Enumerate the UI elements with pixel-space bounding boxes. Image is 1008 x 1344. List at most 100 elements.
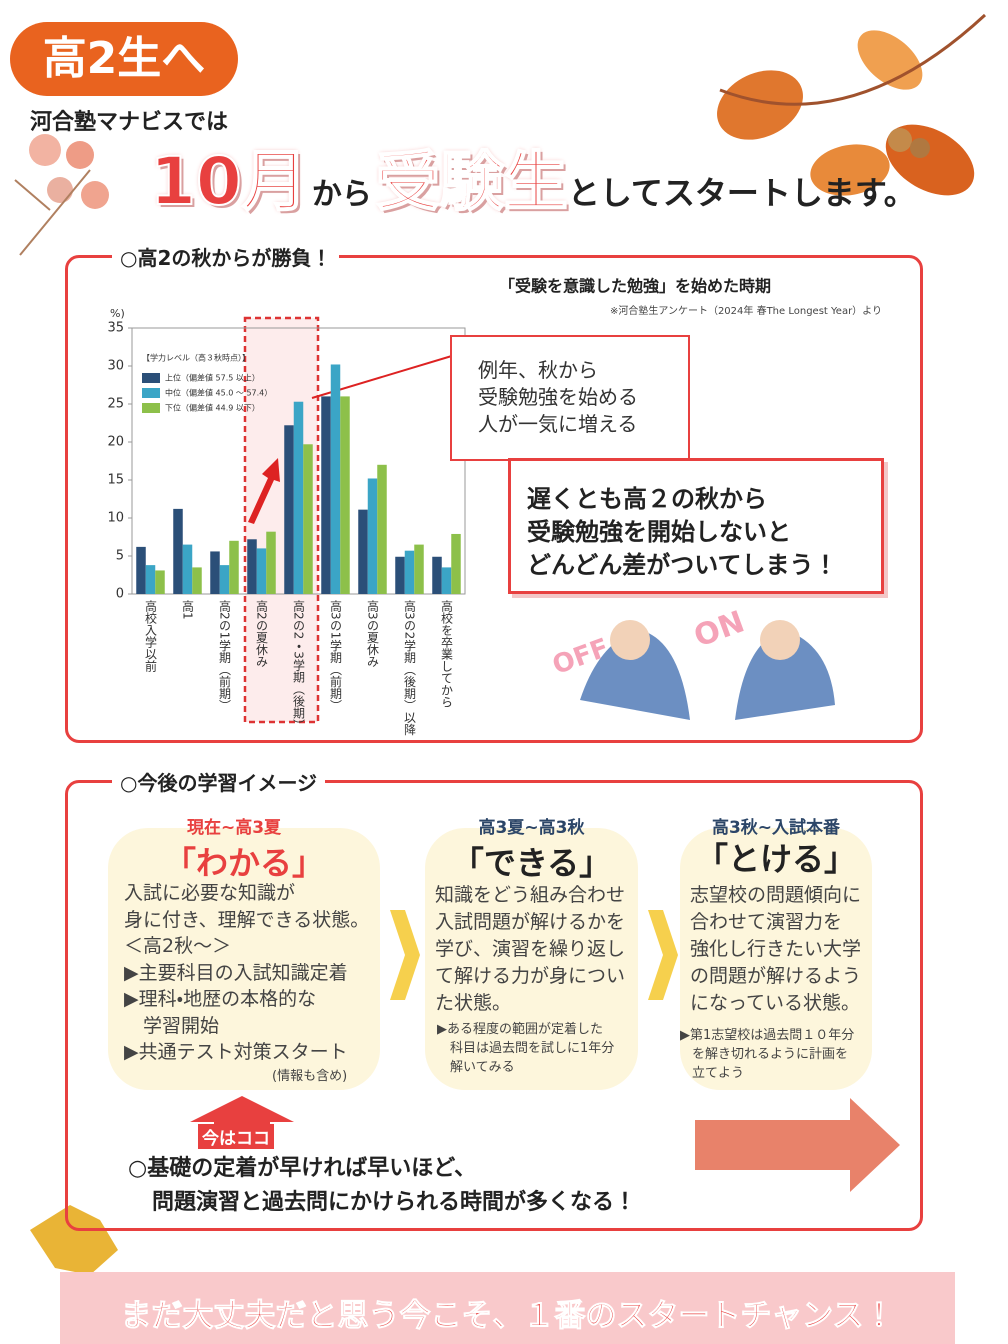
chart: 「受験を意識した勉強」を始めた時期 ※河合塾生アンケート（2024年 春The … bbox=[107, 277, 882, 736]
y-tick-label: 25 bbox=[107, 397, 124, 412]
message-line: 受験勉強を開始しないと bbox=[527, 518, 791, 546]
bar bbox=[247, 539, 257, 594]
bar bbox=[266, 531, 276, 594]
stage-label: 現在~高3夏 bbox=[186, 818, 282, 838]
bar bbox=[414, 544, 424, 594]
body-line: ▶理科・地歴の本格的な bbox=[124, 988, 317, 1010]
stage-note: (情報も含め) bbox=[272, 1069, 348, 1084]
bar bbox=[284, 425, 294, 594]
trend-arrow bbox=[248, 458, 280, 524]
stage-card bbox=[108, 828, 380, 1090]
bar bbox=[404, 550, 415, 594]
bar bbox=[377, 464, 387, 594]
legend-label: 中位（偏差値 45.0 〜 57.4） bbox=[165, 388, 272, 398]
section-frame bbox=[65, 780, 923, 1231]
body-line: 学び、演習を繰り返し bbox=[435, 938, 626, 960]
body-line: 入試問題が解けるかを bbox=[435, 911, 626, 933]
bar bbox=[293, 401, 304, 594]
conclusion-line: ○基礎の定着が早ければ早いほど、 bbox=[128, 1156, 477, 1181]
bar bbox=[358, 509, 368, 594]
message-line: どんどん差がついてしまう！ bbox=[527, 551, 838, 579]
note-line: 科目は過去問を試しに1年分 bbox=[437, 1041, 615, 1056]
body-line: て解ける力が身につい bbox=[435, 965, 626, 987]
chart-source: ※河合塾生アンケート（2024年 春The Longest Year）より bbox=[610, 304, 882, 317]
body-line: 学習開始 bbox=[124, 1014, 220, 1037]
body-line: ＜高2秋～＞ bbox=[124, 935, 232, 957]
note-line: ▶第1志望校は過去問１０年分 bbox=[680, 1028, 855, 1043]
x-tick-label: 高3の1学期（前期） bbox=[329, 600, 343, 712]
bar bbox=[451, 533, 461, 594]
footer-banner: まだ大丈夫だと思う今こそ、１番のスタートチャンス！ bbox=[120, 1298, 895, 1335]
bar bbox=[182, 544, 193, 594]
x-tick-label: 高3の夏休み bbox=[366, 600, 380, 668]
headline-text: としてスタートします。 bbox=[567, 174, 916, 212]
callout-line: 人が一気に増える bbox=[478, 412, 638, 436]
y-unit: %) bbox=[110, 307, 125, 320]
y-tick-label: 15 bbox=[107, 473, 124, 488]
message-box: 遅くとも高２の秋から 受験勉強を開始しないと どんどん差がついてしまう！ bbox=[508, 458, 884, 594]
y-tick-label: 5 bbox=[116, 549, 124, 564]
stage-body: 知識をどう組み合わせ 入試問題が解けるかを 学び、演習を繰り返し て解ける力が身… bbox=[435, 882, 625, 1017]
headline-text: から bbox=[311, 177, 372, 212]
stage-title: 「とける」 bbox=[695, 840, 856, 878]
y-tick-label: 30 bbox=[107, 359, 124, 374]
bar bbox=[340, 396, 350, 594]
banner-bg bbox=[60, 1272, 955, 1344]
y-tick-label: 10 bbox=[107, 511, 124, 526]
body-line: 入試に必要な知識が bbox=[124, 882, 296, 904]
body-line: 志望校の問題傾向に bbox=[690, 884, 862, 906]
body-line: 身に付き、理解できる状態。 bbox=[124, 908, 370, 931]
leaves bbox=[14, 13, 987, 1275]
y-tick-label: 0 bbox=[116, 587, 124, 602]
section-heading: ○高2の秋からが勝負！ bbox=[112, 242, 340, 271]
bar bbox=[229, 540, 239, 594]
bar bbox=[192, 567, 202, 594]
body-line: になっている状態。 bbox=[690, 992, 861, 1014]
y-tick-label: 35 bbox=[107, 321, 124, 336]
legend-label: 上位（偏差値 57.5 以上） bbox=[165, 373, 260, 383]
bar bbox=[303, 444, 313, 594]
bar bbox=[145, 565, 156, 594]
stage-note: ▶第1志望校は過去問１０年分 を解き切れるように計画を 立てよう bbox=[680, 1026, 854, 1083]
y-tick-label: 20 bbox=[107, 435, 124, 450]
stage-title: 「できる」 bbox=[451, 844, 612, 882]
callout-line: 受験勉強を始める bbox=[478, 385, 638, 409]
note-line: を解き切れるように計画を bbox=[692, 1047, 849, 1062]
legend-label: 下位（偏差値 44.9 以下） bbox=[165, 403, 260, 413]
x-tick-label: 高1 bbox=[181, 600, 195, 620]
callout-box: 例年、秋から 受験勉強を始める 人が一気に増える bbox=[450, 335, 690, 461]
body-line: ▶主要科目の入試知識定着 bbox=[124, 961, 348, 984]
bar bbox=[432, 556, 442, 594]
bar bbox=[321, 396, 331, 594]
headline-month: 10月 bbox=[149, 142, 309, 221]
x-tick-label: 高3の2学期（後期）以降 bbox=[403, 600, 417, 736]
bar bbox=[210, 551, 220, 594]
legend-swatch bbox=[142, 388, 160, 398]
body-line: 合わせて演習力を bbox=[690, 911, 843, 933]
stage-body: 入試に必要な知識が 身に付き、理解できる状態。 ＜高2秋～＞ ▶主要科目の入試知… bbox=[124, 880, 369, 1066]
callout-line: 例年、秋から bbox=[478, 358, 598, 382]
message-text: 遅くとも高２の秋から 受験勉強を開始しないと どんどん差がついてしまう！ bbox=[511, 461, 881, 582]
bar bbox=[256, 548, 267, 594]
bar bbox=[155, 570, 165, 594]
headline: 10月 から 受験生 としてスタートします。 bbox=[149, 128, 916, 224]
bar bbox=[173, 508, 183, 594]
bar bbox=[395, 556, 405, 594]
conclusion-line: 問題演習と過去問にかけられる時間が多くなる！ bbox=[152, 1190, 637, 1215]
x-tick-label: 高2の夏休み bbox=[255, 600, 269, 668]
legend-swatch bbox=[142, 403, 160, 413]
stage-body: 志望校の問題傾向に 合わせて演習力を 強化し行きたい大学 の問題が解けるよう に… bbox=[690, 882, 861, 1017]
lead: 河合塾マナビスでは bbox=[30, 110, 229, 135]
x-tick-label: 高2の1学期（前期） bbox=[218, 600, 232, 712]
body-line: ▶共通テスト対策スタート bbox=[124, 1041, 348, 1063]
legend-title: 【学力レベル（高３秋時点）】 bbox=[142, 353, 250, 363]
body-line: 強化し行きたい大学 bbox=[690, 938, 862, 960]
bar bbox=[219, 565, 230, 594]
stage-note: ▶ある程度の範囲が定着した 科目は過去問を試しに1年分 解いてみる bbox=[437, 1020, 614, 1077]
note-line: 立てよう bbox=[692, 1066, 745, 1081]
running-arrow bbox=[695, 1098, 900, 1192]
stage-label: 高3夏~高3秋 bbox=[478, 818, 585, 838]
switch-illustration bbox=[580, 620, 835, 720]
message-line: 遅くとも高２の秋から bbox=[527, 485, 767, 513]
